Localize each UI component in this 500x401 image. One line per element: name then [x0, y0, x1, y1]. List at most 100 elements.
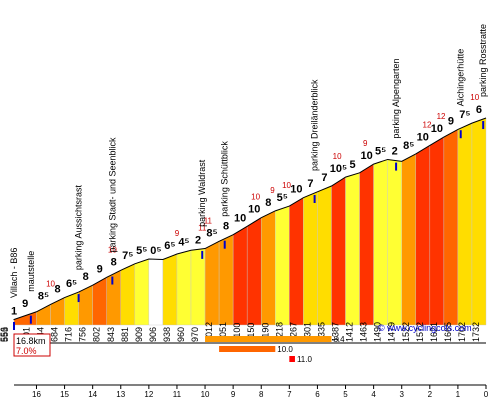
gradient-label: 1	[11, 305, 17, 317]
gradient-label: 9	[97, 263, 103, 275]
gradient-band	[162, 253, 178, 326]
elevation-label: 1412	[345, 322, 355, 342]
x-tick-label: 6	[315, 390, 320, 399]
landmark-label: parking Stadt- und Seenblick	[107, 137, 117, 253]
elevation-label: 1479	[387, 322, 397, 342]
gradient-band	[373, 159, 388, 326]
elevation-label: 1190	[260, 323, 270, 342]
steep-section-bar	[289, 356, 295, 362]
gradient-label: 10	[248, 204, 260, 216]
x-tick-label: 11	[173, 390, 182, 399]
gradient-label: 7	[321, 172, 327, 184]
max-gradient-label: 11	[204, 216, 213, 225]
gradient-label: 2	[392, 145, 398, 157]
x-tick-label: 16	[32, 390, 41, 399]
x-tick-label: 2	[428, 390, 433, 399]
gradient-label: 0⁵	[150, 245, 161, 257]
gradient-label: 8	[265, 197, 271, 209]
x-axis-ticks: 16 15 14 13 12 11 10 9 8 7 6 5 4 3 2 1 0	[32, 385, 489, 399]
x-tick-label: 1	[456, 390, 461, 399]
gradient-band	[36, 304, 51, 326]
gradient-label: 7	[307, 178, 313, 190]
x-tick-label: 12	[144, 390, 153, 399]
elevation-label: 1218	[274, 322, 284, 342]
gradient-band	[148, 258, 164, 326]
elevation-label: 716	[64, 327, 74, 342]
x-tick-label: 15	[60, 390, 69, 399]
landmark-label: Aichingerhütte	[456, 49, 466, 107]
gradient-band	[303, 191, 318, 326]
elevation-label: 1150	[246, 323, 256, 342]
gradient-band	[387, 159, 402, 326]
gradient-label: 5	[349, 159, 355, 171]
elevation-label: 1522	[401, 322, 411, 342]
gradient-band	[415, 145, 431, 326]
elevation-label: 802	[92, 327, 102, 342]
max-gradient-label: 9	[363, 139, 368, 148]
gradient-band	[190, 248, 206, 326]
gradient-band	[359, 163, 374, 326]
gradient-label: 9	[22, 298, 28, 310]
max-gradient-label: 10	[333, 152, 342, 161]
steepest-sections: 8.4 10.0 11.0	[205, 335, 345, 364]
x-tick-label: 9	[231, 390, 236, 399]
landmark-label: parking Schüttblick	[220, 141, 230, 217]
summary-gradient: 7.0%	[16, 346, 37, 356]
gradient-label: 6	[476, 104, 482, 116]
gradient-label: 8⁵	[403, 140, 414, 152]
max-gradient-label: 12	[437, 112, 446, 121]
x-tick-label: 10	[201, 390, 210, 399]
elevation-label: 1301	[302, 322, 312, 342]
x-tick-label: 13	[116, 390, 125, 399]
elevation-labels: 5535566016446847167568028438819099069389…	[0, 322, 481, 342]
gradient-label: 8	[223, 221, 229, 233]
gradient-label: 8⁵	[38, 290, 49, 302]
x-tick-label: 4	[371, 390, 376, 399]
elevation-label: 1012	[204, 322, 214, 342]
steep-section-bar	[219, 346, 276, 352]
gradient-label: 5⁵	[375, 145, 386, 157]
gradient-label: 9	[448, 115, 454, 127]
profile-outline	[13, 117, 487, 320]
landmark-label: parking Dreiländerblick	[310, 79, 320, 171]
max-gradient-label: 11	[198, 224, 207, 233]
gradient-label: 6⁵	[164, 240, 175, 252]
x-tick-label: 3	[399, 390, 404, 399]
elevation-label: 960	[176, 327, 186, 342]
gradient-band	[275, 205, 290, 326]
elevation-label: 556	[0, 327, 9, 342]
gradient-label: 5⁵	[136, 245, 147, 257]
gradient-label: 5⁵	[277, 192, 288, 204]
elevation-label: 938	[162, 327, 172, 342]
steep-section-label: 8.4	[333, 335, 345, 344]
max-gradient-label: 10	[470, 93, 479, 102]
elevation-label: 1267	[288, 322, 298, 342]
summary-distance: 16.8km	[16, 336, 46, 346]
gradient-label: 6⁵	[66, 278, 77, 290]
landmark-label: mautstelle	[26, 251, 36, 292]
elevation-label: 1387	[331, 322, 341, 342]
landmark-label: parking Rosstratte	[478, 24, 488, 97]
x-tick-label: 0	[484, 390, 489, 399]
gradient-band	[471, 117, 487, 326]
elevation-label: 1702	[457, 322, 467, 342]
landmark-labels: Villach - B86 mautstelle parking Aussichts…	[9, 24, 488, 330]
gradient-band	[289, 197, 304, 326]
gradient-band	[204, 241, 220, 326]
elevation-label: 1732	[471, 322, 481, 342]
gradient-band	[218, 234, 234, 326]
elevation-label: 881	[120, 327, 130, 342]
elevation-label: 1100	[232, 323, 242, 342]
elevation-label: 970	[190, 327, 200, 342]
gradient-label: 8⁵	[206, 227, 217, 239]
max-gradient-label: 9	[270, 186, 275, 195]
elevation-label: 1665	[443, 322, 453, 342]
landmark-label: parking Waldrast	[197, 159, 207, 227]
elevation-label: 1463	[359, 322, 369, 342]
steep-section-label: 10.0	[277, 345, 293, 354]
elevation-label: 1335	[316, 322, 326, 342]
gradient-label: 8	[111, 256, 117, 268]
